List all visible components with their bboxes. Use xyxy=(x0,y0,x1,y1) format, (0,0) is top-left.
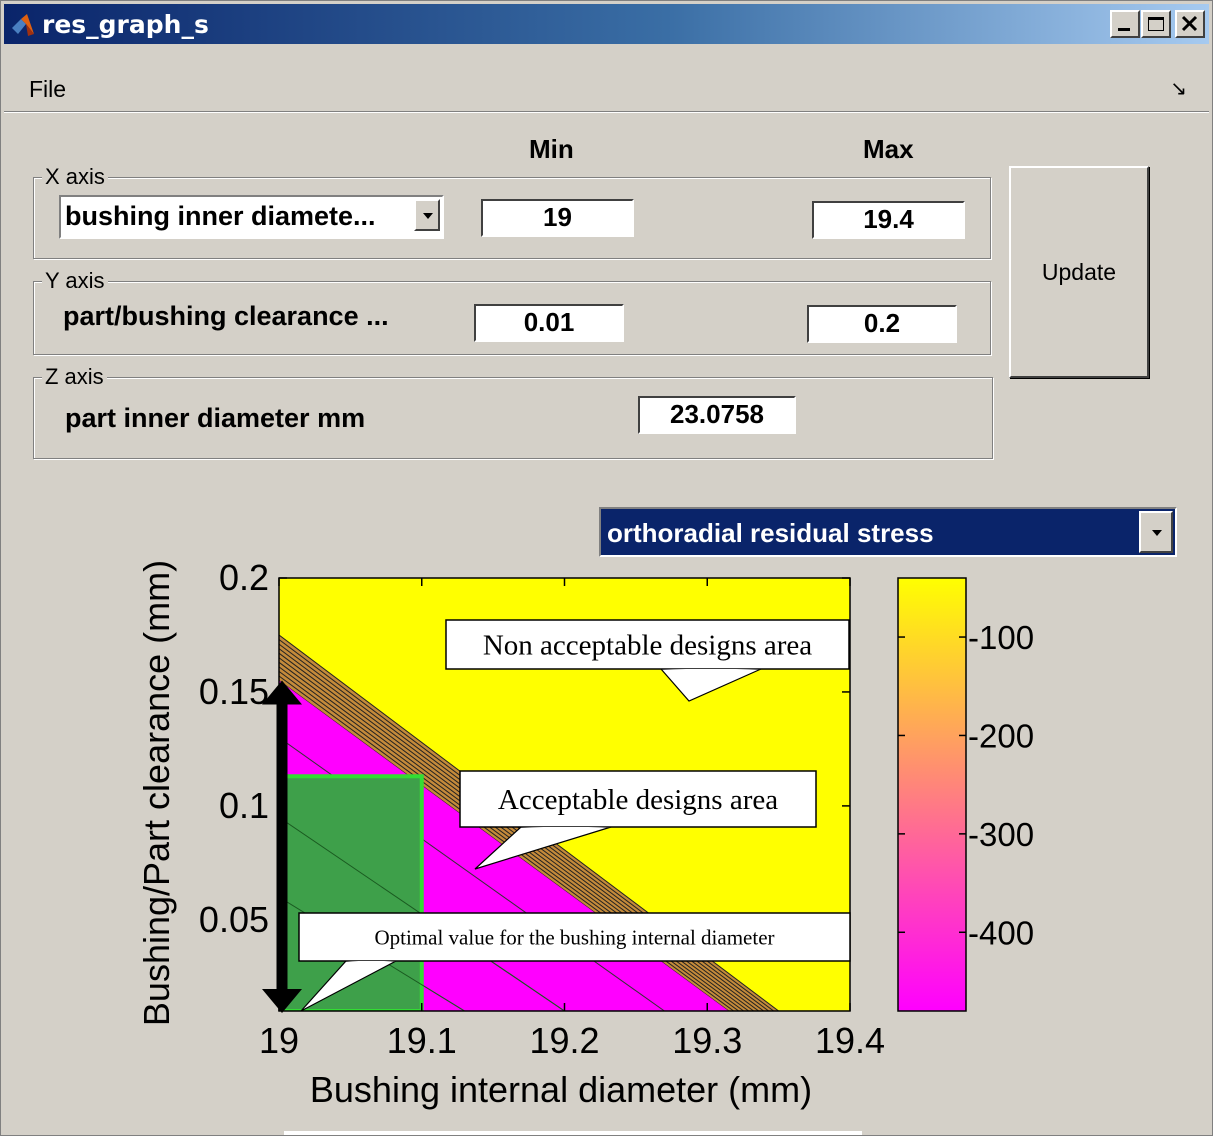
x-axis-label: Bushing internal diameter (mm) xyxy=(310,1069,812,1110)
y-tick-label: 0.2 xyxy=(219,557,269,598)
contour-line xyxy=(279,737,665,1011)
x-tick-label: 19.4 xyxy=(815,1020,885,1061)
bottom-edge-bar xyxy=(284,1131,862,1135)
y-tick-label: 0.05 xyxy=(199,899,269,940)
contour-line xyxy=(279,680,729,1011)
dock-arrow-icon[interactable]: ↘ xyxy=(1170,78,1187,100)
contour-line xyxy=(279,671,739,1011)
non-acceptable-callout-tail xyxy=(659,668,762,702)
x-tick-label: 19.1 xyxy=(387,1020,457,1061)
menu-bar: File ↘ xyxy=(4,66,1209,106)
y-variable-label: part/bushing clearance ... xyxy=(63,301,389,331)
y-tick-label: 0.1 xyxy=(219,785,269,826)
title-bar[interactable]: res_graph_s xyxy=(4,4,1209,44)
colorbar-tick-label: -300 xyxy=(968,816,1034,853)
z-variable-label: part inner diameter mm xyxy=(65,403,366,433)
contour-line xyxy=(279,652,759,1011)
z-axis-group: Z axis xyxy=(33,365,993,459)
x-tick-label: 19.2 xyxy=(529,1020,599,1061)
x-axis-group: X axis xyxy=(33,165,991,259)
colorbar-tick-label: -200 xyxy=(968,717,1034,754)
z-axis-group-label: Z axis xyxy=(42,365,107,389)
x-variable-dropdown[interactable]: bushing inner diamete... xyxy=(59,195,444,239)
acceptable-callout-seam xyxy=(521,827,611,829)
chevron-down-icon[interactable] xyxy=(414,199,440,231)
acceptable-callout-box xyxy=(459,770,817,828)
y-min-input[interactable]: 0.01 xyxy=(474,304,624,342)
x-variable-selected: bushing inner diamete... xyxy=(65,201,376,231)
update-button[interactable]: Update xyxy=(1009,166,1149,378)
optimal-callout-box xyxy=(298,912,851,962)
contour-line xyxy=(279,675,734,1011)
matlab-logo-icon xyxy=(12,14,34,36)
transition-band xyxy=(279,634,779,1011)
result-type-selected: orthoradial residual stress xyxy=(607,518,934,548)
colorbar xyxy=(897,577,967,1012)
y-tick-label: 0.15 xyxy=(199,671,269,712)
contour-line xyxy=(279,643,769,1011)
arrow-head-up-icon xyxy=(262,680,302,705)
menu-separator xyxy=(4,111,1209,113)
contour-line xyxy=(279,953,380,1011)
window-title: res_graph_s xyxy=(42,10,209,39)
non-acceptable-callout-box xyxy=(445,619,850,670)
contour-line xyxy=(279,896,465,1011)
acceptable-callout-text: Acceptable designs area xyxy=(498,784,778,816)
x-max-input[interactable]: 19.4 xyxy=(812,201,965,239)
minimize-icon xyxy=(1118,28,1130,31)
non-acceptable-callout-text: Non acceptable designs area xyxy=(483,630,812,662)
acceptable-region xyxy=(279,680,729,1011)
colorbar-tick-label: -100 xyxy=(968,619,1034,656)
menu-file[interactable]: File xyxy=(29,76,67,102)
contour-line xyxy=(279,634,779,1011)
x-axis-group-label: X axis xyxy=(42,165,108,189)
colorbar-tick-label: -400 xyxy=(968,914,1034,951)
minimize-button[interactable] xyxy=(1110,10,1140,38)
x-tick-label: 19 xyxy=(259,1020,299,1061)
contour-line xyxy=(279,639,774,1011)
chevron-down-icon[interactable] xyxy=(1139,511,1173,553)
acceptable-callout-tail xyxy=(474,826,612,870)
z-value-input[interactable]: 23.0758 xyxy=(638,396,796,434)
contour-line xyxy=(279,666,744,1011)
close-icon xyxy=(1181,15,1198,32)
contour-line xyxy=(279,816,565,1011)
min-header: Min xyxy=(529,134,574,164)
optimal-callout-tail xyxy=(300,960,397,1012)
contour-line xyxy=(279,896,465,1011)
result-type-dropdown[interactable]: orthoradial residual stress xyxy=(599,507,1177,557)
optimal-region xyxy=(279,774,424,1011)
non-acceptable-callout-seam xyxy=(661,669,761,671)
contour-line xyxy=(279,816,565,1011)
y-axis-group: Y axis xyxy=(33,269,991,355)
close-button[interactable] xyxy=(1175,10,1205,38)
plot-frame xyxy=(278,577,851,1012)
y-max-input[interactable]: 0.2 xyxy=(807,305,957,343)
optimal-callout-seam xyxy=(346,961,396,963)
non-acceptable-region xyxy=(279,578,850,1011)
maximize-button[interactable] xyxy=(1141,10,1171,38)
optimal-callout-text: Optimal value for the bushing internal d… xyxy=(374,925,774,949)
contour-line xyxy=(279,648,764,1011)
max-header: Max xyxy=(863,134,914,164)
contour-line xyxy=(279,661,749,1011)
maximize-icon xyxy=(1148,17,1164,31)
arrow-head-down-icon xyxy=(262,989,302,1013)
contour-line xyxy=(279,657,754,1011)
y-axis-label: Bushing/Part clearance (mm) xyxy=(136,560,177,1026)
x-min-input[interactable]: 19 xyxy=(481,199,634,237)
x-tick-label: 19.3 xyxy=(672,1020,742,1061)
y-axis-group-label: Y axis xyxy=(42,269,108,293)
